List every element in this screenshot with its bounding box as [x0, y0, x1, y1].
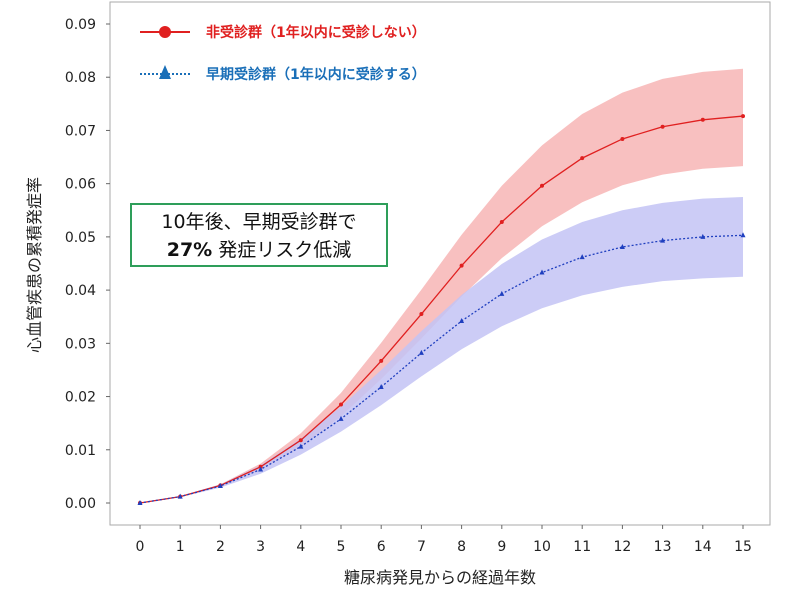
- y-tick-label: 0.04: [65, 283, 96, 299]
- x-tick-label: 2: [216, 539, 225, 555]
- point-series-0: [339, 402, 343, 407]
- legend-marker-series-0: [159, 26, 171, 38]
- point-series-1: [459, 317, 465, 323]
- point-series-1: [539, 269, 545, 275]
- x-tick-label: 14: [694, 539, 712, 555]
- ci-band-series-1: [140, 196, 743, 503]
- point-series-1: [298, 443, 304, 449]
- x-tick-label: 4: [296, 539, 305, 555]
- y-axis-label: 心血管疾患の累積発症率: [25, 177, 44, 353]
- legend-label-series-0: 非受診群（1年以内に受診しない）: [206, 24, 426, 41]
- legend-label-series-1: 早期受診群（1年以内に受診する）: [206, 66, 426, 83]
- point-series-1: [418, 349, 424, 355]
- point-series-0: [580, 156, 585, 161]
- x-tick-label: 3: [256, 539, 265, 555]
- point-series-1: [217, 482, 223, 488]
- annotation-percent: 27%: [166, 239, 213, 261]
- point-series-0: [741, 114, 745, 119]
- y-tick-label: 0.09: [65, 17, 96, 33]
- x-tick-label: 12: [613, 539, 631, 555]
- point-series-1: [499, 290, 505, 296]
- point-series-1: [177, 493, 183, 499]
- plot-frame: [109, 1, 771, 526]
- x-tick-label: 15: [734, 539, 752, 555]
- x-tick-label: 10: [533, 539, 551, 555]
- legend: 非受診群（1年以内に受診しない） 早期受診群（1年以内に受診する）: [140, 24, 426, 83]
- point-series-0: [298, 438, 303, 443]
- legend-marker-series-1: [159, 65, 171, 79]
- point-series-1: [740, 232, 746, 238]
- x-tick-label: 9: [497, 539, 506, 555]
- point-series-1: [619, 244, 625, 250]
- point-series-1: [700, 233, 706, 239]
- annotation-line1: 10年後、早期受診群で: [161, 211, 357, 233]
- y-tick-label: 0.00: [65, 496, 96, 512]
- point-series-0: [540, 183, 544, 188]
- y-tick-label: 0.01: [65, 443, 96, 459]
- x-tick-label: 1: [176, 539, 185, 555]
- line-series-0: [139, 115, 744, 504]
- point-series-0: [620, 136, 625, 141]
- x-axis-label: 糖尿病発見からの経過年数: [344, 568, 536, 587]
- x-tick-label: 8: [457, 539, 466, 555]
- annotation-box: 10年後、早期受診群で 27% 発症リスク低減: [130, 203, 388, 267]
- point-series-1: [579, 254, 585, 260]
- y-tick-label: 0.07: [65, 123, 96, 139]
- y-tick-label: 0.06: [65, 177, 96, 193]
- x-tick-label: 13: [654, 539, 672, 555]
- point-series-0: [660, 124, 665, 129]
- point-series-1: [338, 415, 344, 421]
- point-series-0: [379, 358, 384, 363]
- point-series-1: [660, 237, 666, 243]
- point-series-1: [258, 466, 264, 472]
- y-tick-label: 0.05: [65, 230, 96, 246]
- y-tick-label: 0.02: [65, 390, 96, 406]
- point-series-0: [700, 117, 705, 122]
- line-series-1: [139, 234, 744, 504]
- ci-band-series-0: [140, 68, 743, 503]
- point-series-0: [499, 219, 504, 224]
- y-tick-label: 0.08: [65, 70, 96, 86]
- x-tick-label: 7: [417, 539, 426, 555]
- annotation-line2: 発症リスク低減: [212, 239, 352, 261]
- point-series-0: [459, 263, 464, 268]
- x-tick-label: 0: [136, 539, 145, 555]
- x-tick-label: 6: [377, 539, 386, 555]
- y-tick-label: 0.03: [65, 336, 96, 352]
- point-series-1: [378, 383, 384, 389]
- x-tick-label: 5: [337, 539, 346, 555]
- point-series-0: [419, 312, 424, 317]
- point-series-1: [137, 500, 143, 505]
- x-tick-label: 11: [573, 539, 591, 555]
